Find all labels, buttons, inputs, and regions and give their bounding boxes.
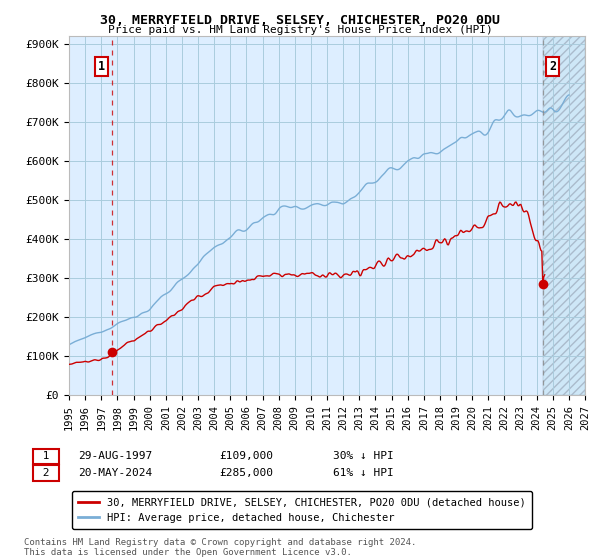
Text: 30% ↓ HPI: 30% ↓ HPI: [333, 451, 394, 461]
Text: 2: 2: [549, 60, 556, 73]
Text: 2: 2: [36, 468, 56, 478]
Text: £109,000: £109,000: [219, 451, 273, 461]
Text: Contains HM Land Registry data © Crown copyright and database right 2024.
This d: Contains HM Land Registry data © Crown c…: [24, 538, 416, 557]
Bar: [543, 36, 585, 395]
Text: £285,000: £285,000: [219, 468, 273, 478]
Text: Price paid vs. HM Land Registry's House Price Index (HPI): Price paid vs. HM Land Registry's House …: [107, 25, 493, 35]
Text: 61% ↓ HPI: 61% ↓ HPI: [333, 468, 394, 478]
Text: 20-MAY-2024: 20-MAY-2024: [78, 468, 152, 478]
Legend: 30, MERRYFIELD DRIVE, SELSEY, CHICHESTER, PO20 0DU (detached house), HPI: Averag: 30, MERRYFIELD DRIVE, SELSEY, CHICHESTER…: [71, 492, 532, 529]
Bar: [543, 36, 585, 395]
Text: 1: 1: [36, 451, 56, 461]
Text: 29-AUG-1997: 29-AUG-1997: [78, 451, 152, 461]
Text: 30, MERRYFIELD DRIVE, SELSEY, CHICHESTER, PO20 0DU: 30, MERRYFIELD DRIVE, SELSEY, CHICHESTER…: [100, 14, 500, 27]
Text: 1: 1: [98, 60, 105, 73]
